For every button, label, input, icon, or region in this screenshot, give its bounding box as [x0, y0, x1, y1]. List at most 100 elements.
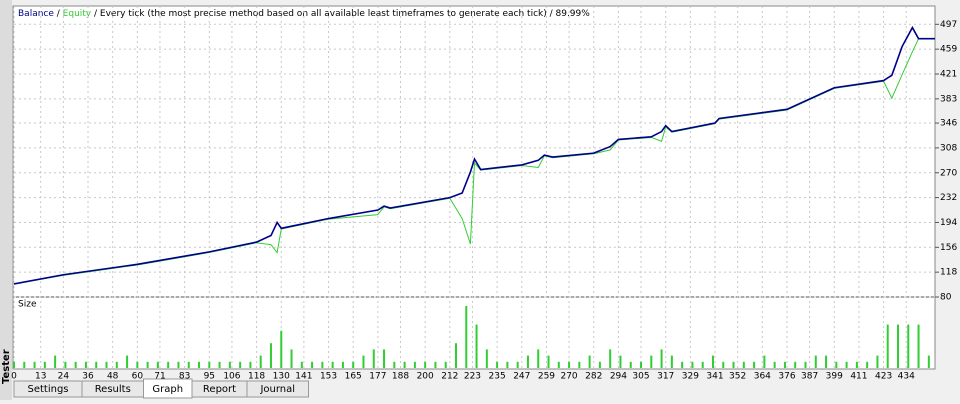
x-tick-label: 399: [826, 372, 843, 382]
x-tick-label: 13: [35, 372, 46, 382]
x-tick-label: 341: [706, 372, 723, 382]
x-tick-label: 376: [778, 372, 795, 382]
x-tick-label: 71: [154, 372, 165, 382]
y-tick-label: 421: [940, 70, 957, 80]
size-label: Size: [18, 300, 37, 310]
x-tick-label: 305: [632, 372, 649, 382]
size-bar: [783, 361, 786, 368]
size-bar: [228, 361, 231, 368]
tab-label: Report: [203, 384, 236, 395]
x-tick-label: 387: [801, 372, 818, 382]
size-bar: [609, 349, 612, 368]
size-bar: [845, 361, 848, 368]
x-tick-label: 282: [585, 372, 602, 382]
x-tick-label: 177: [369, 372, 386, 382]
x-tick-label: 141: [295, 372, 312, 382]
series-line: [13, 25, 935, 285]
chart-area: [12, 5, 936, 370]
size-bar: [855, 361, 858, 368]
y-tick-label: 118: [940, 268, 957, 278]
size-bar: [115, 361, 118, 368]
legend-equity: Equity: [63, 9, 92, 19]
x-tick-label: 329: [682, 372, 699, 382]
size-bar: [917, 324, 920, 368]
x-tick-label: 235: [489, 372, 506, 382]
size-bar: [43, 361, 46, 368]
size-bar: [372, 349, 375, 368]
size-bar: [454, 343, 457, 368]
chart-title: Balance / Equity / Every tick (the most …: [18, 9, 590, 19]
size-bar: [280, 330, 283, 368]
x-tick-label: 317: [657, 372, 674, 382]
size-bar: [629, 361, 632, 368]
size-bar: [804, 361, 807, 368]
size-bar: [711, 355, 714, 368]
x-tick-label: 106: [223, 372, 240, 382]
size-bar: [434, 361, 437, 368]
size-bar: [691, 361, 694, 368]
y-tick-label: 346: [940, 119, 957, 129]
tab-label: Journal: [259, 384, 295, 395]
size-bar: [670, 355, 673, 368]
x-tick-label: 153: [320, 372, 337, 382]
tab[interactable]: Results: [81, 380, 144, 398]
tab[interactable]: Journal: [246, 380, 309, 398]
size-bar: [588, 355, 591, 368]
legend-balance: Balance: [18, 9, 54, 19]
x-tick-label: 352: [729, 372, 746, 382]
size-bar: [341, 361, 344, 368]
separator: /: [54, 9, 63, 19]
size-bar: [249, 361, 252, 368]
tab-background: [246, 380, 309, 398]
size-bar: [876, 355, 879, 368]
size-bar: [239, 361, 242, 368]
size-bar: [54, 355, 57, 368]
x-tick-label: 423: [875, 372, 892, 382]
size-bar: [814, 355, 817, 368]
size-bar: [619, 355, 622, 368]
size-bar: [660, 349, 663, 368]
size-bar: [681, 361, 684, 368]
x-tick-label: 200: [417, 372, 434, 382]
size-bar: [927, 355, 930, 368]
size-bar: [321, 361, 324, 368]
size-bar: [269, 343, 272, 368]
size-bar: [485, 349, 488, 368]
tab[interactable]: Settings: [13, 380, 83, 398]
size-bar: [444, 361, 447, 368]
size-bar: [424, 361, 427, 368]
x-tick-label: 118: [248, 372, 265, 382]
size-bar: [907, 324, 910, 368]
side-bar: [0, 0, 12, 400]
y-tick-label: 497: [940, 20, 957, 30]
size-bar: [413, 361, 416, 368]
tab[interactable]: Graph: [143, 378, 193, 399]
size-bar: [496, 361, 499, 368]
x-tick-label: 270: [560, 372, 577, 382]
size-bar: [403, 361, 406, 368]
size-bar: [506, 361, 509, 368]
size-bar: [311, 361, 314, 368]
size-bar: [465, 306, 468, 368]
size-bar: [722, 361, 725, 368]
x-tick-label: 48: [107, 372, 119, 382]
size-bar: [198, 361, 201, 368]
size-bar: [753, 361, 756, 368]
tab[interactable]: Report: [191, 380, 248, 398]
x-tick-label: 0: [11, 372, 17, 382]
x-tick-label: 294: [610, 372, 627, 382]
tab-label: Settings: [27, 384, 68, 395]
x-tick-label: 60: [132, 372, 144, 382]
size-bar: [578, 361, 581, 368]
size-bar: [362, 355, 365, 368]
size-bar: [383, 349, 386, 368]
x-tick-label: 364: [754, 372, 771, 382]
x-tick-label: 259: [538, 372, 555, 382]
x-tick-label: 188: [392, 372, 409, 382]
size-bar: [126, 355, 129, 368]
size-bar: [742, 361, 745, 368]
size-bar: [23, 361, 26, 368]
size-bar: [300, 361, 303, 368]
